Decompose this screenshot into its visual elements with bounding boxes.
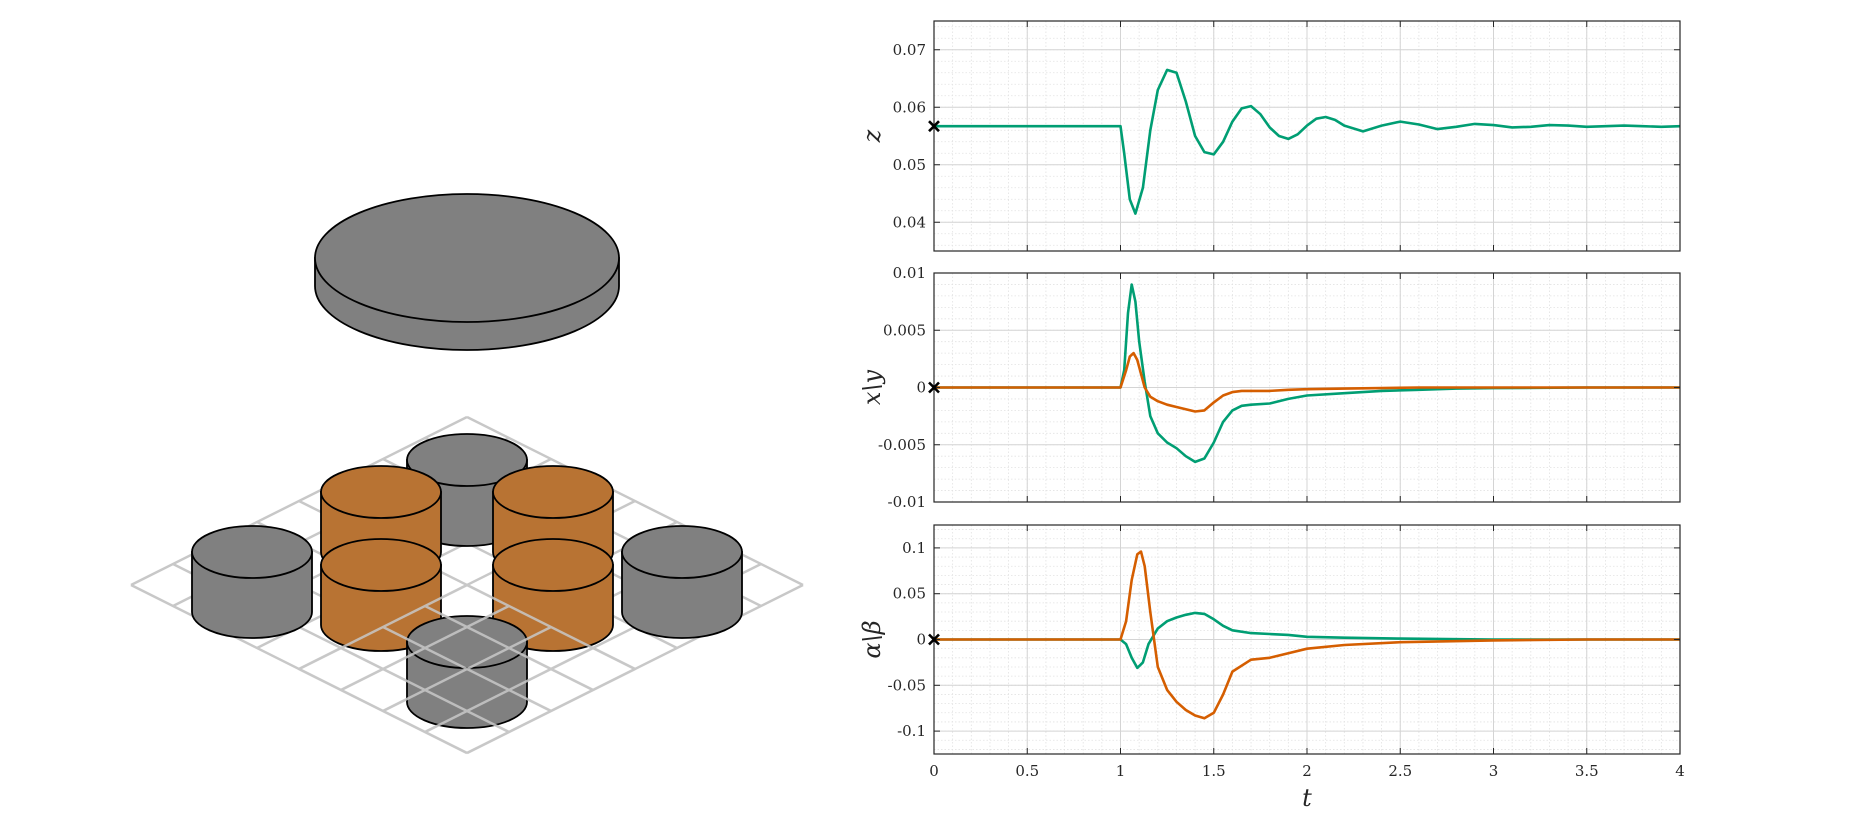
y-axis-label: z — [858, 129, 886, 143]
y-tick-label: 0.06 — [893, 98, 926, 116]
series-line-1 — [934, 611, 1680, 670]
series-line-1 — [934, 68, 1681, 215]
y-tick-label: -0.05 — [888, 676, 926, 694]
y-tick-label: -0.01 — [888, 493, 926, 511]
y-tick-label: 0.01 — [893, 264, 926, 282]
x-axis-label: t — [1302, 784, 1312, 812]
y-axis-label: α\β — [858, 620, 886, 658]
x-tick-label: 3 — [1489, 762, 1499, 780]
x-tick-label: 0 — [929, 762, 939, 780]
y-tick-label: 0.07 — [893, 41, 926, 59]
y-tick-label: -0.1 — [897, 722, 926, 740]
y-tick-label: 0 — [916, 631, 926, 649]
x-tick-label: 0.5 — [1015, 762, 1039, 780]
gray-magnet-cylinder — [621, 525, 743, 639]
gray-magnet-cylinder — [191, 525, 313, 639]
y-tick-label: 0.1 — [902, 539, 926, 557]
orange-magnet-cylinder — [492, 538, 614, 652]
y-tick-label: 0.04 — [893, 213, 926, 231]
series-line-2 — [934, 550, 1680, 720]
front-grid-lines — [298, 583, 636, 755]
start-marker — [928, 633, 940, 646]
x-tick-label: 1.5 — [1202, 762, 1226, 780]
start-marker — [928, 120, 940, 133]
start-marker — [928, 381, 940, 394]
subplot-3: -0.1 -0.05 0 0.05 0.1 0 0.5 1 1.5 2 2.5 3 3.5 4 t α\β — [858, 524, 1685, 812]
levitating-disk — [314, 193, 620, 351]
y-tick-label: -0.005 — [878, 436, 926, 454]
y-tick-label: 0.005 — [883, 321, 926, 339]
x-tick-label: 3.5 — [1575, 762, 1599, 780]
orange-magnet-cylinder — [320, 538, 442, 652]
subplot-1: 0.04 0.05 0.06 0.07 z — [858, 20, 1681, 252]
y-axis-label: x\y — [858, 369, 886, 405]
y-tick-label: 0 — [916, 379, 926, 397]
subplot-2: -0.01 -0.005 0 0.005 0.01 x\y — [858, 264, 1681, 511]
x-tick-label: 1 — [1116, 762, 1126, 780]
x-tick-label: 2 — [1302, 762, 1312, 780]
magnet-scene — [130, 193, 804, 755]
series-line-2 — [934, 351, 1680, 413]
series-line-1 — [934, 283, 1680, 464]
y-tick-label: 0.05 — [893, 156, 926, 174]
y-tick-label: 0.05 — [893, 585, 926, 603]
x-tick-label: 2.5 — [1388, 762, 1412, 780]
x-tick-label: 4 — [1675, 762, 1685, 780]
major-grid — [933, 21, 1681, 251]
